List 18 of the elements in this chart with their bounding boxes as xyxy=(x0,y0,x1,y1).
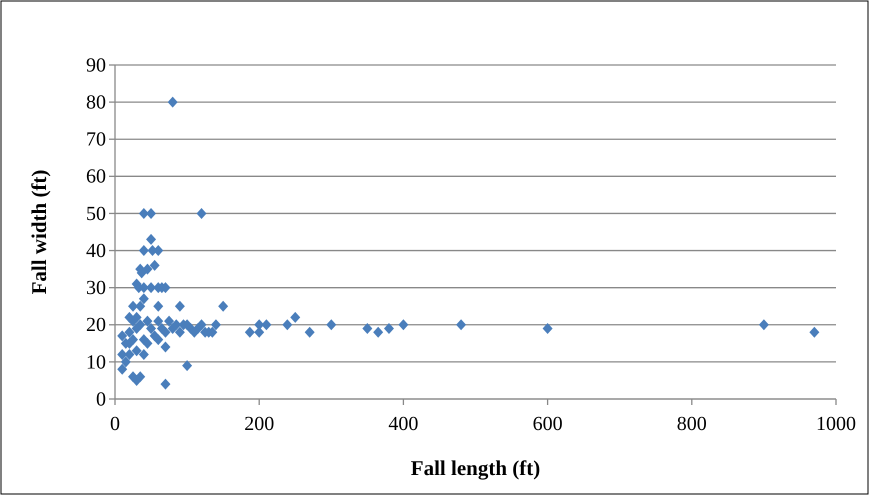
y-tick-label: 50 xyxy=(86,202,106,225)
x-tick-label: 800 xyxy=(676,413,707,435)
x-axis-title: Fall length (ft) xyxy=(410,456,540,480)
y-tick-label: 30 xyxy=(86,277,106,300)
y-tick-label: 60 xyxy=(86,166,106,188)
y-tick-label: 0 xyxy=(96,388,106,410)
x-tick-label: 600 xyxy=(532,413,563,435)
x-tick-label: 400 xyxy=(388,413,418,435)
x-tick-label: 1000 xyxy=(816,413,856,435)
y-tick-label: 10 xyxy=(86,351,106,374)
y-tick-label: 20 xyxy=(86,314,106,336)
x-tick-label: 200 xyxy=(244,413,274,435)
y-tick-label: 40 xyxy=(86,240,106,262)
y-tick-label: 90 xyxy=(86,54,106,76)
y-axis-title: Fall width (ft) xyxy=(27,170,51,294)
x-tick-label: 0 xyxy=(110,413,120,435)
y-tick-label: 80 xyxy=(86,92,106,114)
y-tick-label: 70 xyxy=(86,128,106,151)
